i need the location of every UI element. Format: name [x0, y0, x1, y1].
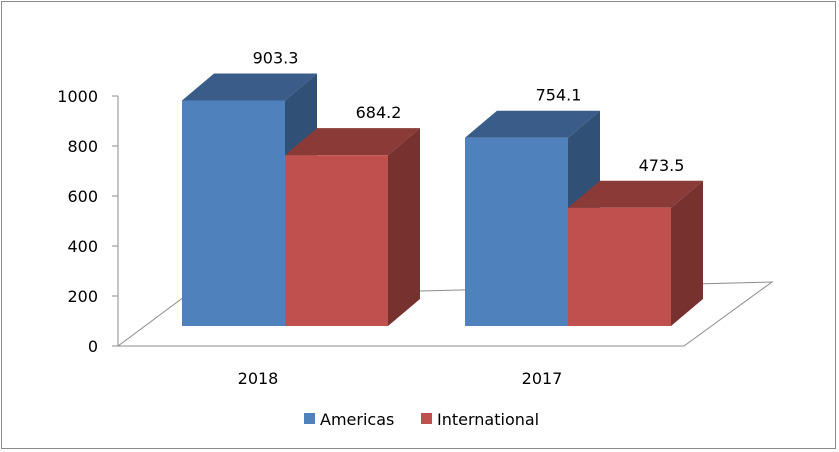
y-tick-label: 400 — [67, 237, 98, 256]
y-tick-label: 1000 — [57, 87, 98, 106]
bar-side — [671, 180, 703, 326]
bar-front — [182, 100, 285, 327]
x-tick-label: 2018 — [238, 369, 279, 388]
bar-top — [182, 73, 317, 101]
x-tick-label: 2017 — [522, 369, 563, 388]
x-axis-labels: 2018 2017 — [238, 369, 563, 388]
y-tick-label: 800 — [67, 137, 98, 156]
data-label-international-2017: 473.5 — [639, 156, 685, 175]
data-label-international-2018: 684.2 — [356, 103, 402, 122]
y-tick-label: 0 — [88, 337, 98, 356]
bar-top — [465, 110, 600, 138]
bar-international-2018 — [285, 128, 420, 326]
bar-top — [285, 128, 420, 156]
legend: Americas International — [304, 410, 539, 429]
legend-label: Americas — [320, 410, 394, 429]
data-label-americas-2018: 903.3 — [253, 48, 299, 67]
bar-front — [285, 155, 388, 326]
legend-label: International — [437, 410, 539, 429]
bar-side — [388, 128, 420, 326]
legend-item-americas: Americas — [304, 410, 394, 429]
legend-item-international: International — [421, 410, 539, 429]
legend-swatch — [304, 413, 315, 424]
bar-front — [465, 137, 568, 326]
legend-swatch — [421, 413, 432, 424]
data-label-americas-2017: 754.1 — [536, 86, 582, 105]
y-tick-label: 200 — [67, 287, 98, 306]
bar-international-2017 — [568, 180, 703, 326]
bars — [182, 73, 703, 327]
y-tick-label: 600 — [67, 187, 98, 206]
data-labels: 903.3 684.2 754.1 473.5 — [253, 48, 685, 174]
y-axis: 0 200 400 600 800 1000 — [57, 87, 119, 356]
bar-top — [568, 180, 703, 208]
bar-front — [568, 207, 671, 326]
